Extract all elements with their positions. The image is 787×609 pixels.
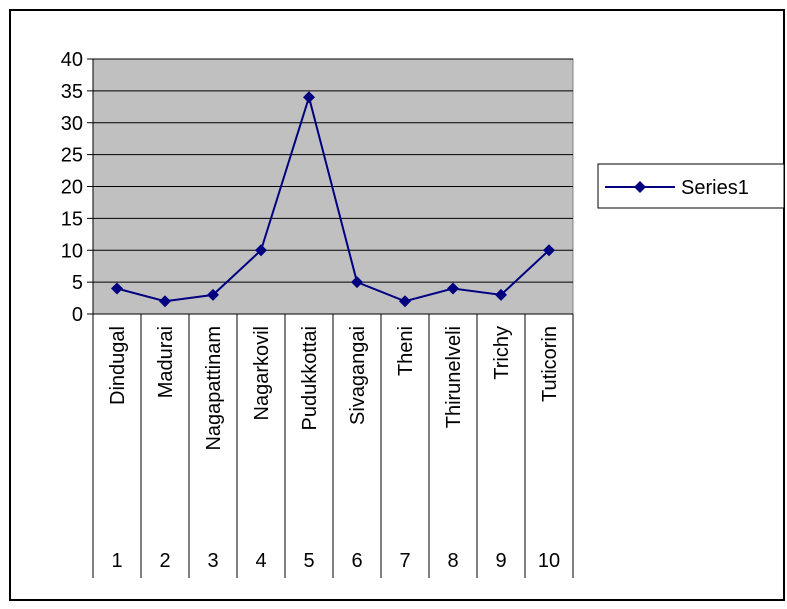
data-point-marker	[255, 244, 267, 257]
data-point-marker	[399, 295, 411, 308]
x-category-number: 1	[111, 550, 122, 572]
x-category-label: Trichy	[491, 326, 513, 380]
data-point-marker	[447, 282, 459, 295]
x-category-label: Nagarkovil	[251, 326, 273, 420]
series-layer	[111, 91, 555, 308]
y-tick-label: 40	[61, 49, 83, 71]
x-category-label: Sivagangai	[347, 326, 369, 425]
y-tick-label: 20	[61, 177, 83, 199]
data-point-marker	[159, 295, 171, 308]
gridlines	[93, 58, 573, 283]
x-category-label: Nagapattinam	[203, 326, 225, 451]
x-axis: Dindugal 1 Madurai 2 Nagapattinam 3 Nagarkovil…	[92, 313, 574, 578]
data-point-marker	[351, 276, 363, 289]
data-point-marker	[495, 288, 507, 301]
series-line	[116, 93, 550, 303]
x-category-number: 2	[159, 550, 170, 572]
x-category-label: Theni	[395, 326, 417, 376]
x-category-number: 5	[303, 550, 314, 572]
data-point-marker	[207, 288, 219, 301]
y-tick-label: 10	[61, 240, 83, 262]
x-category-number: 10	[538, 550, 560, 572]
x-category-label: Dindugal	[107, 326, 129, 405]
x-category-label: Madurai	[155, 326, 177, 398]
x-category-number: 4	[255, 550, 266, 572]
x-category-number: 3	[207, 550, 218, 572]
x-category-number: 7	[399, 550, 410, 572]
y-tick-label: 25	[61, 145, 83, 167]
legend-series-label: Series1	[681, 177, 749, 199]
x-category-number: 6	[351, 550, 362, 572]
x-category-label: Tuticorin	[539, 326, 561, 402]
data-point-marker	[543, 244, 555, 257]
x-category-label: Thirunelveli	[443, 326, 465, 428]
x-category-number: 8	[447, 550, 458, 572]
x-category-number: 9	[495, 550, 506, 572]
legend: Series1	[597, 163, 785, 209]
legend-series-marker	[634, 181, 646, 193]
y-tick-label: 30	[61, 113, 83, 135]
y-axis: 0 5 10 15 20 25 30 35 40	[61, 49, 94, 326]
x-category-label: Pudukkottai	[299, 326, 321, 431]
y-tick-label: 0	[72, 304, 83, 326]
data-point-marker	[303, 91, 315, 104]
y-tick-label: 35	[61, 81, 83, 103]
y-tick-label: 5	[72, 272, 83, 294]
data-point-marker	[111, 282, 123, 295]
y-tick-label: 15	[61, 208, 83, 230]
